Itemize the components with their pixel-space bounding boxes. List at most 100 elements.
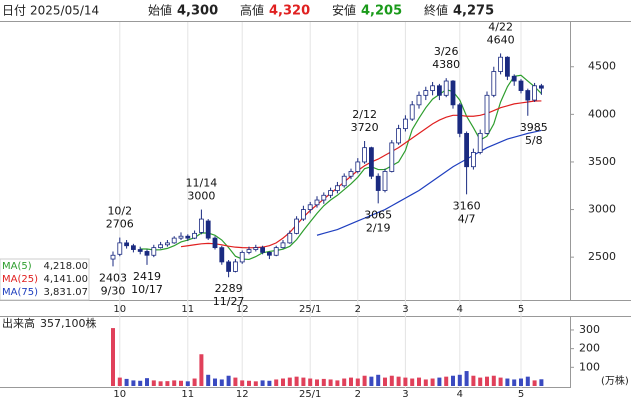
volume-bar	[355, 378, 360, 386]
volume-bar	[260, 380, 265, 386]
y-tick-label: 100	[579, 360, 600, 373]
candle-body	[348, 171, 354, 177]
annotation-date: 11/27	[213, 295, 245, 308]
candle-body	[219, 247, 225, 263]
volume-bar	[179, 380, 183, 386]
candle-body	[362, 147, 368, 163]
candle-body	[266, 251, 272, 256]
candle-body	[396, 128, 402, 144]
date-value: 2025/05/14	[30, 4, 99, 18]
candle-body	[430, 85, 436, 91]
candle-body	[253, 247, 259, 250]
annotation-price: 2419	[133, 270, 161, 283]
volume-bar	[281, 378, 285, 386]
volume-bar	[158, 381, 163, 386]
candle-body	[192, 232, 198, 239]
volume-bar	[403, 377, 408, 386]
candle-body	[158, 244, 164, 249]
x-tick-label: 25/1	[299, 304, 321, 315]
volume-bar	[172, 380, 177, 386]
x-tick-label: 5	[518, 389, 524, 400]
x-tick-label: 11	[181, 389, 194, 400]
volume-bar	[308, 378, 313, 386]
volume-bar	[471, 375, 476, 386]
y-tick-label: 300	[579, 323, 600, 336]
volume-bar	[491, 375, 496, 386]
y-tick-label: 3500	[588, 155, 616, 168]
candle-body	[164, 242, 170, 246]
volume-bar	[185, 381, 190, 386]
volume-bar	[321, 378, 326, 386]
moving-average-line	[316, 129, 542, 236]
candle-body	[178, 235, 184, 239]
annotation-date: 4/7	[458, 212, 476, 225]
candle-body	[239, 251, 245, 263]
volume-bar	[206, 374, 211, 386]
open-label: 始値	[148, 3, 172, 18]
candle-body	[477, 132, 483, 153]
candle-body	[341, 175, 347, 187]
volume-bar	[430, 378, 435, 386]
legend-label: MA(25)	[2, 274, 38, 285]
candle-body	[457, 104, 463, 134]
volume-bar	[457, 374, 462, 386]
volume-bar	[287, 377, 292, 386]
candle-body	[232, 261, 238, 272]
candle-body	[532, 85, 537, 101]
x-tick-label: 2	[355, 389, 361, 400]
candle-body	[328, 190, 334, 196]
date-label: 日付	[2, 4, 26, 18]
candle-body	[130, 245, 136, 250]
volume-bar	[145, 378, 149, 386]
volume-bar	[124, 378, 129, 386]
candle-body	[273, 247, 279, 256]
candle-body	[470, 152, 476, 168]
volume-bar	[233, 377, 238, 386]
annotation-price: 3160	[453, 199, 481, 212]
volume-bar	[519, 378, 523, 386]
candle-body	[355, 161, 361, 172]
annotation-price: 4380	[432, 58, 460, 71]
volume-bar	[464, 371, 469, 386]
volume-bar	[423, 379, 428, 386]
x-tick-label: 4	[457, 389, 463, 400]
volume-bar	[151, 380, 156, 386]
volume-bar	[478, 377, 483, 386]
volume-bar	[417, 377, 421, 386]
candle-body	[226, 261, 232, 272]
annotation-date: 9/30	[101, 284, 126, 297]
y-tick-label: 4000	[588, 107, 616, 120]
volume-bar	[376, 374, 381, 386]
x-tick-label: 12	[236, 389, 249, 400]
volume-bar	[349, 377, 353, 386]
candle-body	[491, 71, 497, 96]
volume-bar	[505, 378, 510, 386]
x-tick-label: 25/1	[299, 389, 321, 400]
candle-body	[124, 242, 129, 247]
volume-bar	[532, 380, 537, 386]
volume-bar	[396, 376, 401, 386]
candle-body	[205, 220, 211, 239]
candle-body	[484, 94, 490, 134]
y-tick-label: 4500	[588, 60, 616, 73]
candle-body	[423, 90, 429, 96]
candle-body	[185, 235, 191, 239]
annotation-price: 2289	[215, 282, 243, 295]
x-tick-label: 3	[402, 389, 408, 400]
annotation-date: 2/12	[352, 108, 377, 121]
legend-value: 4,141.00	[43, 274, 88, 285]
annotation-date: 10/17	[131, 283, 163, 296]
candle-body	[511, 75, 517, 82]
volume-bar	[267, 380, 272, 386]
volume-unit: (万株)	[601, 374, 629, 387]
close-label: 終値	[424, 3, 448, 18]
volume-bar	[111, 328, 115, 386]
volume-last: 357,100株	[40, 316, 97, 330]
high-value: 4,320	[269, 4, 310, 19]
y-tick-label: 3000	[588, 203, 616, 216]
x-tick-label: 11	[181, 304, 194, 315]
volume-bar	[213, 378, 217, 386]
candle-body	[368, 147, 374, 177]
y-tick-label: 2500	[588, 250, 616, 263]
